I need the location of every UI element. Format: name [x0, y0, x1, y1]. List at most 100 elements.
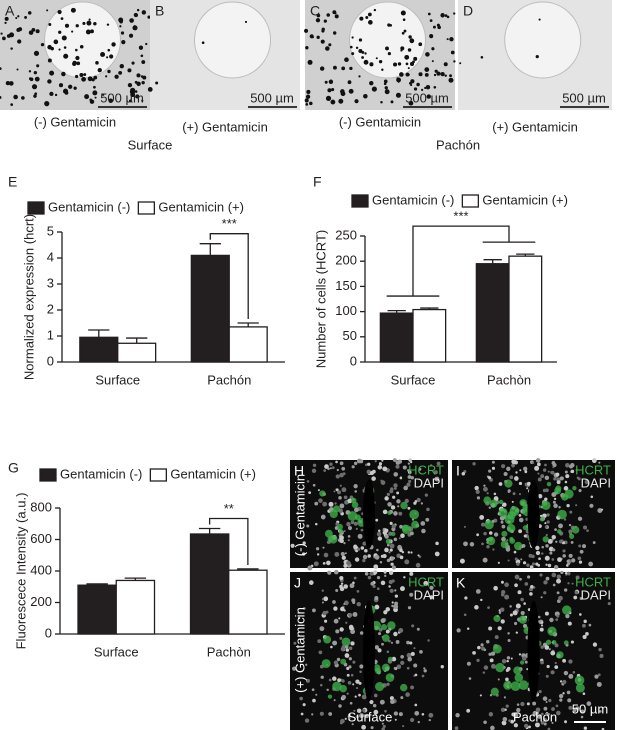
nucleus — [516, 703, 520, 706]
bar — [189, 533, 230, 635]
nucleus — [311, 688, 315, 692]
nucleus — [537, 477, 542, 482]
nucleus — [319, 626, 325, 632]
hcrt-cell — [509, 536, 514, 541]
nucleus — [575, 504, 578, 507]
nucleus — [399, 628, 404, 632]
nucleus — [399, 586, 405, 592]
nucleus — [479, 515, 485, 520]
neuromast — [399, 72, 404, 77]
nucleus — [466, 708, 471, 713]
nucleus — [384, 496, 389, 501]
nucleus — [565, 462, 570, 468]
nucleus — [535, 458, 541, 463]
nucleus — [393, 711, 399, 716]
hcrt-cell — [575, 683, 585, 693]
nucleus — [409, 717, 415, 723]
nucleus — [407, 506, 411, 510]
nucleus — [552, 548, 556, 552]
nucleus — [562, 679, 567, 685]
nucleus — [572, 671, 576, 674]
y-tick-label: 0 — [47, 353, 54, 368]
neuromast — [365, 16, 369, 20]
nucleus — [540, 514, 543, 518]
nucleus — [322, 561, 326, 565]
nucleus — [421, 674, 425, 678]
nucleus — [557, 557, 562, 563]
neuromast — [46, 9, 49, 12]
neuromast — [538, 18, 541, 21]
panel-letter: H — [294, 463, 304, 479]
nucleus — [406, 666, 410, 670]
significance-bracket — [412, 225, 510, 297]
nucleus — [518, 493, 522, 496]
nucleus — [483, 484, 486, 487]
y-tick-label: 200 — [335, 253, 357, 268]
nucleus — [562, 692, 565, 695]
nucleus — [498, 611, 502, 615]
panel-letter: C — [310, 3, 320, 19]
nucleus — [380, 618, 386, 624]
nucleus — [407, 462, 411, 465]
channel-label: DAPI — [581, 587, 611, 602]
nucleus — [324, 619, 328, 623]
neuromast — [79, 44, 84, 49]
neuromast — [378, 59, 383, 64]
panel-letter: G — [8, 460, 19, 476]
nucleus — [389, 548, 393, 552]
nucleus — [410, 475, 414, 480]
neuromast — [344, 57, 349, 63]
y-tick-label: 150 — [335, 278, 357, 293]
nucleus — [335, 589, 339, 593]
nucleus — [320, 675, 324, 679]
hcrt-cell — [498, 499, 504, 505]
nucleus — [545, 544, 549, 548]
nucleus — [377, 529, 381, 532]
nucleus — [352, 600, 356, 605]
nucleus — [344, 552, 347, 555]
nucleus — [353, 545, 358, 550]
y-axis-label: Number of cells (HCRT) — [313, 230, 328, 368]
nucleus — [408, 479, 412, 483]
nucleus — [416, 497, 421, 503]
scale-label: 500 µm — [100, 90, 144, 105]
nucleus — [554, 643, 559, 648]
nucleus — [300, 712, 304, 716]
nucleus — [354, 507, 359, 513]
neuromast — [403, 29, 407, 33]
nucleus — [579, 549, 584, 554]
neuromast — [93, 75, 98, 80]
neuromast — [387, 52, 391, 56]
nucleus — [394, 594, 399, 598]
neuromast — [367, 12, 372, 17]
nucleus — [522, 656, 527, 661]
nucleus — [429, 585, 434, 590]
nucleus — [408, 458, 412, 462]
nucleus — [429, 595, 434, 599]
nucleus — [388, 585, 391, 588]
y-tick-label: 250 — [335, 227, 357, 242]
scale-label: 500 µm — [562, 90, 606, 105]
neuromast — [49, 70, 55, 76]
neuromast — [49, 91, 54, 96]
nucleus — [510, 719, 515, 724]
nucleus — [428, 718, 431, 722]
panel-letter: F — [313, 174, 322, 190]
nucleus — [373, 570, 378, 575]
neuromast — [0, 32, 3, 35]
nucleus — [544, 555, 550, 561]
nucleus — [353, 576, 357, 580]
neuromast — [449, 74, 453, 78]
nucleus — [590, 495, 594, 499]
bar — [115, 579, 156, 635]
neuromast — [136, 73, 141, 78]
nucleus — [409, 571, 414, 576]
nucleus — [343, 603, 346, 606]
nucleus — [361, 724, 367, 730]
nucleus — [376, 575, 381, 580]
neuromast — [400, 10, 406, 16]
nucleus — [353, 709, 356, 712]
neuromast — [61, 35, 67, 41]
neuromast — [332, 31, 337, 35]
nucleus — [551, 721, 554, 725]
